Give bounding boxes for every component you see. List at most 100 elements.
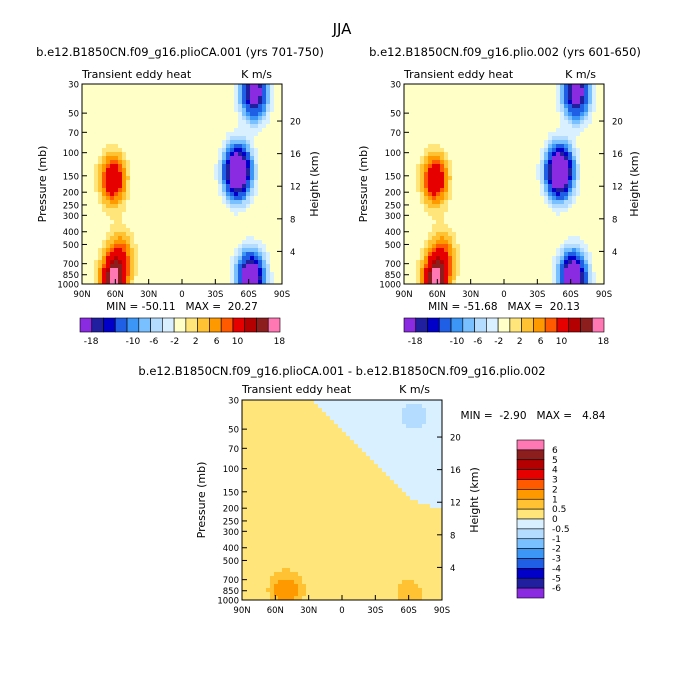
contour-cell (548, 176, 553, 181)
contour-cell (540, 272, 545, 277)
contour-cell (126, 100, 131, 105)
contour-cell (170, 124, 175, 129)
contour-cell (444, 228, 449, 233)
contour-cell (516, 156, 521, 161)
contour-cell (194, 216, 199, 221)
contour-cell (206, 196, 211, 201)
contour-cell (278, 176, 283, 181)
contour-cell (472, 248, 477, 253)
contour-cell (222, 132, 227, 137)
contour-cell (496, 140, 501, 145)
contour-cell (278, 148, 283, 153)
contour-cell (600, 128, 605, 133)
contour-cell (412, 240, 417, 245)
contour-cell (592, 136, 597, 141)
contour-cell (476, 168, 481, 173)
contour-cell (250, 140, 255, 145)
panel-1-ylabel-right: Height (km) (308, 151, 321, 217)
contour-cell (424, 200, 429, 205)
contour-cell (150, 156, 155, 161)
contour-cell (412, 244, 417, 249)
contour-cell (596, 224, 601, 229)
contour-cell (596, 136, 601, 141)
contour-cell (142, 168, 147, 173)
contour-cell (278, 220, 283, 225)
contour-cell (552, 108, 557, 113)
contour-cell (246, 164, 251, 169)
contour-cell (134, 208, 139, 213)
contour-cell (584, 100, 589, 105)
contour-cell (592, 204, 597, 209)
colorbar-box (197, 317, 210, 333)
contour-cell (102, 168, 107, 173)
contour-cell (432, 88, 437, 93)
contour-cell (512, 172, 517, 177)
contour-cell (524, 180, 529, 185)
contour-cell (456, 176, 461, 181)
contour-cell (242, 112, 247, 117)
contour-cell (540, 216, 545, 221)
contour-cell (408, 244, 413, 249)
contour-cell (234, 124, 239, 129)
contour-cell (580, 124, 585, 129)
contour-cell (98, 180, 103, 185)
contour-cell (404, 128, 409, 133)
contour-cell (230, 124, 235, 129)
contour-cell (98, 120, 103, 125)
contour-cell (436, 264, 441, 269)
contour-cell (154, 240, 159, 245)
contour-cell (412, 140, 417, 145)
contour-cell (226, 148, 231, 153)
contour-cell (262, 112, 267, 117)
contour-cell (250, 152, 255, 157)
contour-cell (178, 216, 183, 221)
contour-cell (206, 96, 211, 101)
contour-cell (468, 124, 473, 129)
contour-cell (274, 136, 279, 141)
y-tick-label: 150 (63, 172, 79, 182)
contour-cell (592, 268, 597, 273)
contour-cell (214, 84, 219, 89)
contour-cell (166, 280, 171, 285)
contour-cell (588, 204, 593, 209)
contour-cell (254, 216, 259, 221)
contour-cell (82, 160, 87, 165)
contour-cell (182, 248, 187, 253)
contour-cell (484, 120, 489, 125)
contour-cell (552, 92, 557, 97)
contour-cell (98, 124, 103, 129)
contour-cell (202, 92, 207, 97)
contour-cell (520, 108, 525, 113)
contour-cell (536, 240, 541, 245)
contour-cell (234, 132, 239, 137)
contour-cell (436, 116, 441, 121)
contour-cell (222, 224, 227, 229)
contour-cell (572, 208, 577, 213)
contour-cell (428, 200, 433, 205)
contour-cell (496, 132, 501, 137)
contour-cell (528, 220, 533, 225)
contour-cell (592, 236, 597, 241)
contour-cell (94, 220, 99, 225)
contour-cell (520, 252, 525, 257)
contour-cell (202, 280, 207, 285)
contour-cell (504, 224, 509, 229)
contour-cell (440, 92, 445, 97)
contour-cell (584, 172, 589, 177)
contour-cell (106, 172, 111, 177)
contour-cell (536, 256, 541, 261)
contour-cell (572, 104, 577, 109)
contour-cell (556, 188, 561, 193)
contour-cell (82, 180, 87, 185)
contour-cell (218, 256, 223, 261)
contour-cell (134, 172, 139, 177)
contour-cell (544, 100, 549, 105)
contour-cell (266, 204, 271, 209)
contour-cell (452, 224, 457, 229)
contour-cell (576, 124, 581, 129)
contour-cell (186, 268, 191, 273)
contour-cell (258, 120, 263, 125)
contour-cell (138, 244, 143, 249)
contour-cell (122, 276, 127, 281)
contour-cell (508, 172, 513, 177)
